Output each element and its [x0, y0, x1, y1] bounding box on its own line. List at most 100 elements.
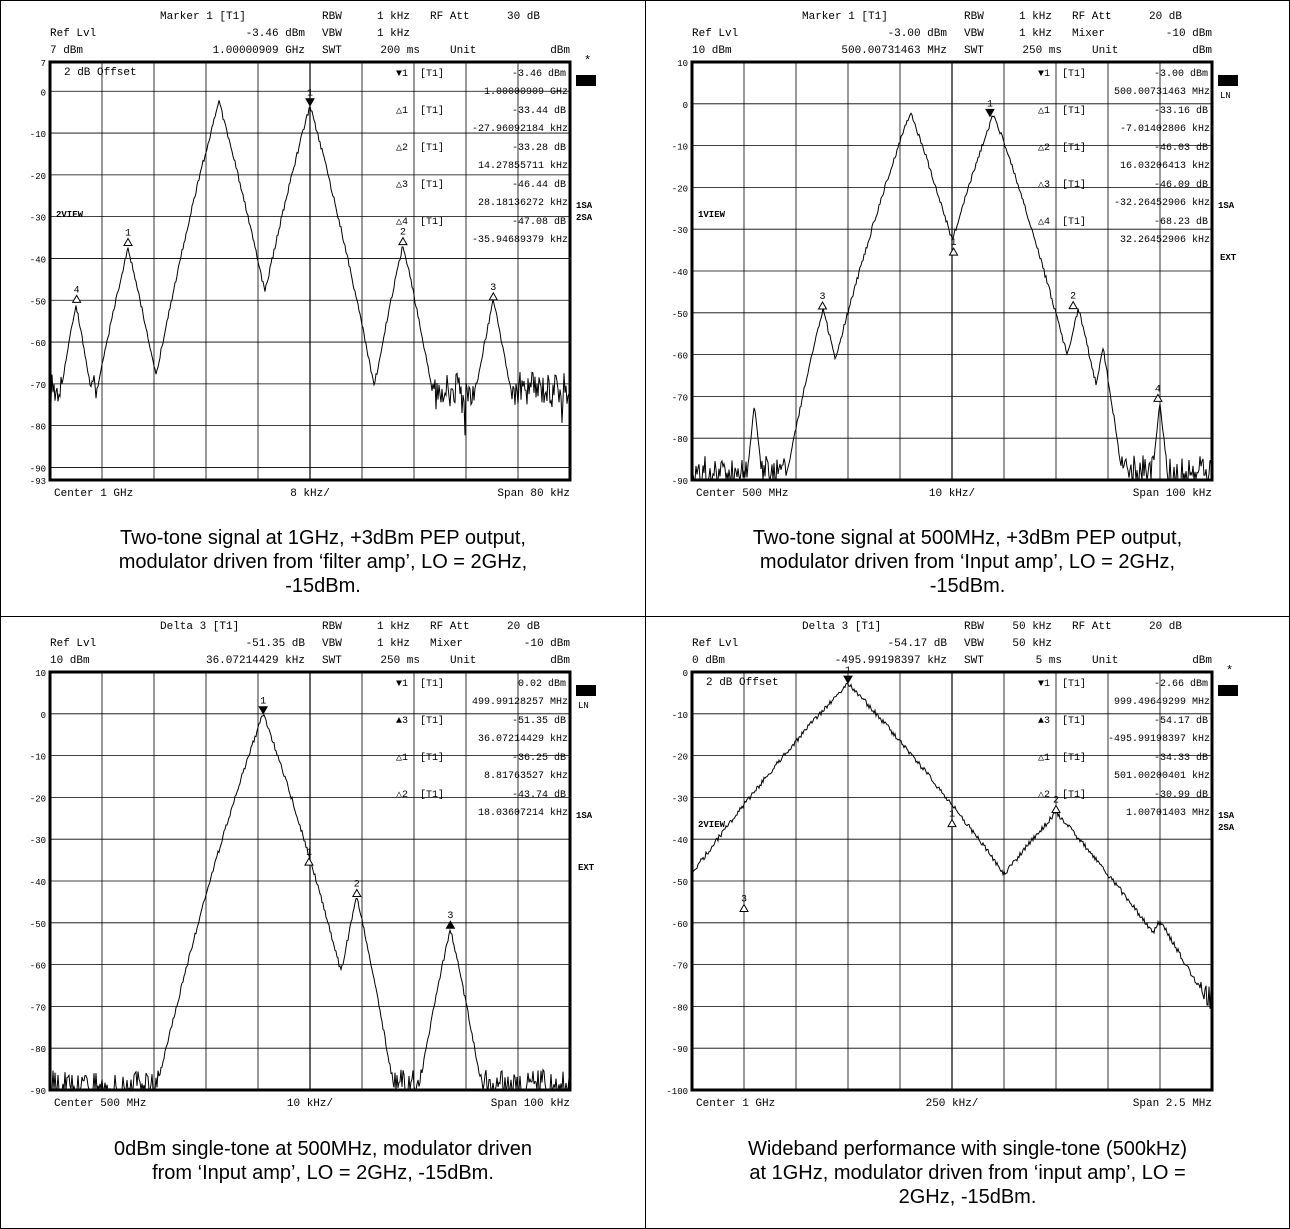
trace-badge-label: A	[1225, 687, 1231, 697]
freq-per-div: 10 kHz/	[929, 488, 975, 500]
y-tick-label: -20	[672, 753, 688, 763]
rf-att-label: RF Att	[430, 621, 470, 633]
marker-trace: [T1]	[1062, 789, 1086, 801]
y-tick-label: -60	[672, 920, 688, 930]
marker-label: 3	[820, 292, 826, 303]
span: Span 2.5 MHz	[1133, 1098, 1212, 1110]
y-tick-label: -90	[672, 477, 688, 487]
ref-lvl-value: 10 dBm	[692, 45, 732, 57]
mixer-value: -10 dBm	[1166, 28, 1213, 40]
y-tick-label: 10	[35, 669, 46, 679]
marker-freq: 14.27855711 kHz	[478, 160, 568, 172]
marker-label: 1	[951, 238, 957, 249]
mixer-value: -10 dBm	[524, 638, 571, 650]
sa-label: 1SA	[576, 811, 593, 821]
marker-label: 2	[400, 228, 406, 239]
marker-value: -54.17 dB	[888, 638, 948, 650]
marker-label: 3	[447, 911, 453, 922]
marker-level: -46.44 dB	[512, 179, 566, 191]
marker-symbol	[1153, 393, 1163, 402]
trace-badge-label: B	[583, 687, 589, 697]
marker-level: -46.09 dB	[1154, 179, 1208, 191]
swt-value: 5 ms	[1036, 655, 1062, 667]
caption-line: modulator driven from ‘Input amp’, LO = …	[759, 551, 1176, 573]
marker-label: 2	[1070, 292, 1076, 303]
marker-value: -3.00 dBm	[888, 28, 948, 40]
marker-freq: 16.03206413 kHz	[1120, 160, 1210, 172]
marker-freq: 32.26452906 kHz	[1120, 234, 1210, 246]
y-tick-label: 0	[41, 88, 46, 98]
marker-level: -33.44 dB	[512, 105, 566, 117]
y-tick-label: -50	[672, 310, 688, 320]
vbw-label: VBW	[964, 28, 984, 40]
marker-symbol	[1051, 804, 1061, 813]
freq-per-div: 10 kHz/	[287, 1098, 333, 1110]
swt-label: SWT	[964, 45, 984, 57]
marker-freq: 500.00731463 MHz	[1114, 87, 1210, 98]
figure-cell-1: Two-tone signal at 1GHz, +3dBm PEP outpu…	[0, 0, 646, 617]
marker-symbol	[305, 98, 315, 107]
unit-value: dBm	[550, 655, 570, 667]
marker-trace: [T1]	[420, 216, 444, 228]
marker-label: 1	[306, 848, 312, 859]
marker-freq: 501.00200401 kHz	[1114, 770, 1210, 782]
ext-label: EXT	[578, 863, 595, 873]
y-tick-label: -50	[30, 297, 46, 307]
marker-label: 2	[354, 879, 360, 890]
spectrum-panel-4: Delta 3 [T1] RBW 50 kHz RF Att 20 dB Ref Lvl -…	[666, 621, 1238, 1110]
marker-level: -3.46 dBm	[512, 68, 566, 80]
marker-frequency: 500.00731463 MHz	[841, 45, 947, 57]
rf-att-label: RF Att	[1072, 621, 1112, 633]
marker-freq: -7.01402806 kHz	[1120, 123, 1210, 135]
marker-trace: [T1]	[1062, 715, 1086, 727]
ref-lvl-label: Ref Lvl	[692, 638, 738, 650]
swt-value: 250 ms	[1022, 45, 1062, 57]
spectrum-panel-2: Marker 1 [T1] RBW 1 kHz RF Att 20 dB Ref Lvl -…	[672, 11, 1238, 500]
marker-freq: -35.94689379 kHz	[472, 234, 568, 246]
y-tick-label: -60	[30, 339, 46, 349]
marker-id: △4	[1038, 217, 1050, 228]
marker-title: Delta 3 [T1]	[160, 621, 239, 633]
marker-label: 1	[260, 697, 266, 708]
y-tick-label: -10	[30, 130, 46, 140]
marker-id: ▼1	[396, 679, 408, 690]
figure-cell-2: Two-tone signal at 500MHz, +3dBm PEP out…	[645, 0, 1290, 617]
marker-value: -3.46 dBm	[246, 28, 306, 40]
offset-label: 2 dB Offset	[64, 67, 137, 79]
rf-att-value: 20 dB	[1149, 621, 1182, 633]
marker-symbol	[123, 237, 133, 247]
ref-lvl-label: Ref Lvl	[50, 638, 96, 650]
marker-level: -33.28 dB	[512, 142, 566, 154]
marker-value: -51.35 dB	[246, 638, 306, 650]
marker-level: -43.74 dB	[512, 789, 566, 801]
view-label: 2VIEW	[56, 210, 84, 220]
marker-freq: 18.03607214 kHz	[478, 807, 568, 819]
caption-line: 0dBm single-tone at 500MHz, modulator dr…	[114, 1138, 532, 1160]
marker-level: -51.35 dB	[512, 715, 566, 727]
marker-trace: [T1]	[420, 752, 444, 764]
swt-label: SWT	[964, 655, 984, 667]
trace-star: *	[1226, 664, 1233, 678]
vbw-value: 1 kHz	[377, 28, 410, 40]
trace-star: *	[584, 54, 591, 68]
y-tick-label: -60	[30, 962, 46, 972]
panel-caption: Two-tone signal at 500MHz, +3dBm PEP out…	[646, 526, 1289, 598]
spectrum-trace	[691, 682, 1213, 1009]
marker-trace: [T1]	[1062, 179, 1086, 191]
marker-id: △2	[396, 790, 408, 801]
y-tick-label: -50	[30, 920, 46, 930]
rbw-label: RBW	[964, 11, 984, 23]
rf-att-value: 20 dB	[507, 621, 540, 633]
mixer-label: Mixer	[1072, 28, 1105, 40]
sa-label: 2SA	[576, 213, 593, 223]
marker-id: △3	[1038, 180, 1050, 191]
marker-symbol	[445, 920, 456, 929]
y-tick-label: -93	[30, 477, 46, 487]
marker-symbol	[739, 903, 749, 913]
unit-label: Unit	[450, 45, 476, 57]
unit-value: dBm	[1192, 45, 1212, 57]
marker-freq: 36.07214429 kHz	[478, 733, 568, 745]
marker-symbol	[843, 675, 853, 685]
ref-lvl-value: 7 dBm	[50, 45, 83, 57]
marker-level: -34.33 dB	[1154, 752, 1208, 764]
